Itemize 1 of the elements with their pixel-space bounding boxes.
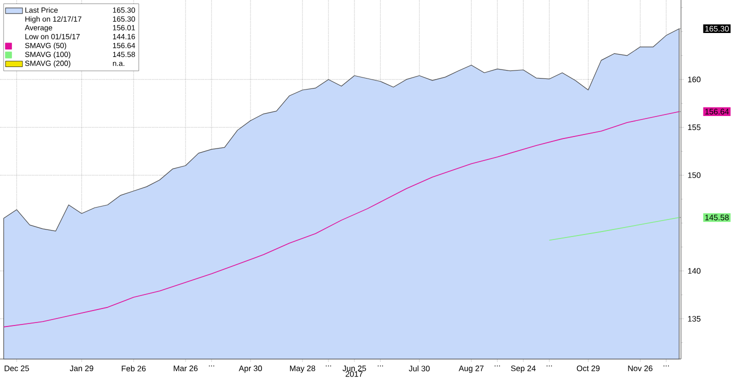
line-series [3,111,680,328]
